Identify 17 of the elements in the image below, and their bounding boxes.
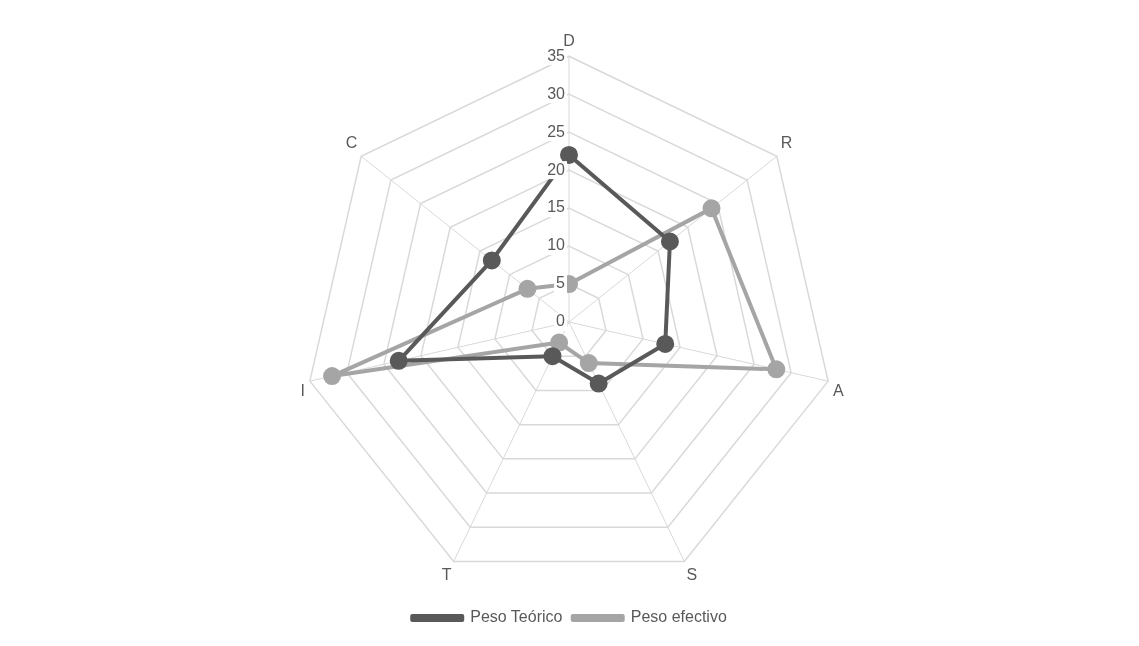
y-tick-label: 15 [547,198,566,216]
legend-label: Peso Teórico [470,608,563,626]
spoke-label: C [345,133,358,151]
y-tick-label: 30 [547,84,566,102]
y-tick-label: 35 [547,46,566,64]
spoke-label: D [563,32,575,50]
spoke-label: A [833,382,845,400]
legend-label: Peso efectivo [630,608,727,626]
spoke-label: S [686,565,698,583]
spoke-label: R [780,133,793,151]
y-tick-label: 0 [556,312,566,330]
y-tick-label: 25 [547,122,566,140]
spoke-label: I [300,382,305,400]
spoke-label: T [441,565,452,583]
y-tick-label: 5 [556,274,566,292]
y-tick-label: 20 [547,160,566,178]
y-tick-label: 10 [547,236,566,254]
